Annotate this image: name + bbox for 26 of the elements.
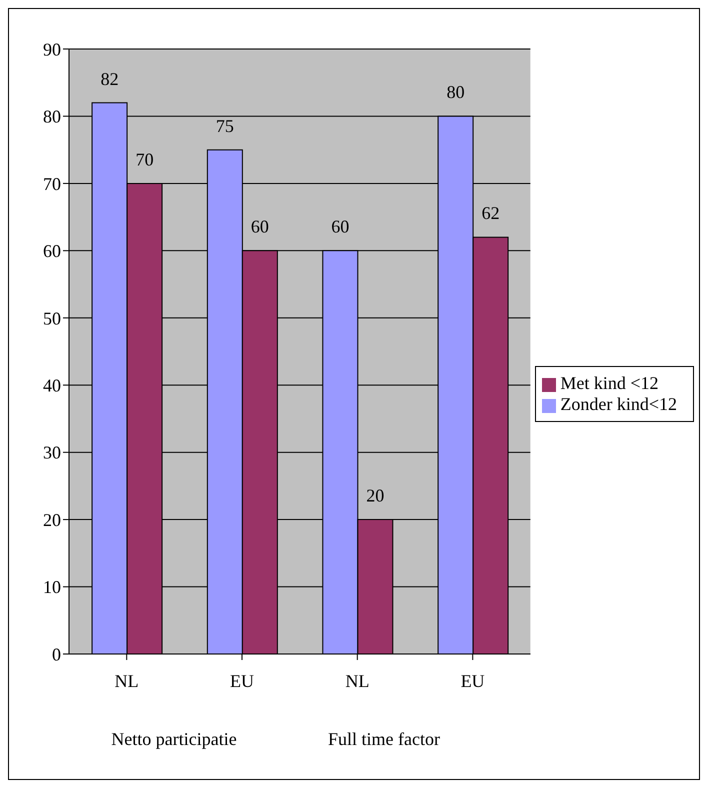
y-tick-label: 0 [52, 644, 61, 664]
y-tick-label: 10 [43, 577, 61, 598]
y-tick-label: 40 [43, 376, 61, 396]
legend-label: Zonder kind<12 [560, 394, 677, 414]
y-tick-label: 30 [43, 442, 61, 463]
x-tick-label: EU [460, 670, 485, 691]
data-label: 70 [136, 149, 154, 170]
y-tick-label: 60 [43, 241, 61, 262]
y-tick-label: 70 [43, 174, 61, 194]
x-tick-label: NL [114, 670, 139, 691]
data-label: 60 [250, 216, 269, 237]
text: Netto participatie [110, 729, 238, 750]
y-tick-label: 20 [43, 510, 61, 530]
data-label: 20 [366, 486, 384, 506]
y-tick-label: 90 [43, 39, 61, 60]
data-label: 80 [446, 82, 465, 102]
data-label: 82 [100, 68, 119, 89]
y-tick-label: 80 [43, 106, 61, 127]
x-tick-label: NL [345, 670, 370, 691]
data-label: 62 [482, 203, 500, 224]
legend-label: Met kind <12 [560, 373, 659, 393]
data-label: 75 [216, 116, 234, 136]
text: Full time factor [327, 729, 441, 750]
x-tick-label: EU [230, 670, 254, 691]
y-tick-label: 50 [43, 308, 61, 328]
data-label: 60 [331, 216, 350, 237]
